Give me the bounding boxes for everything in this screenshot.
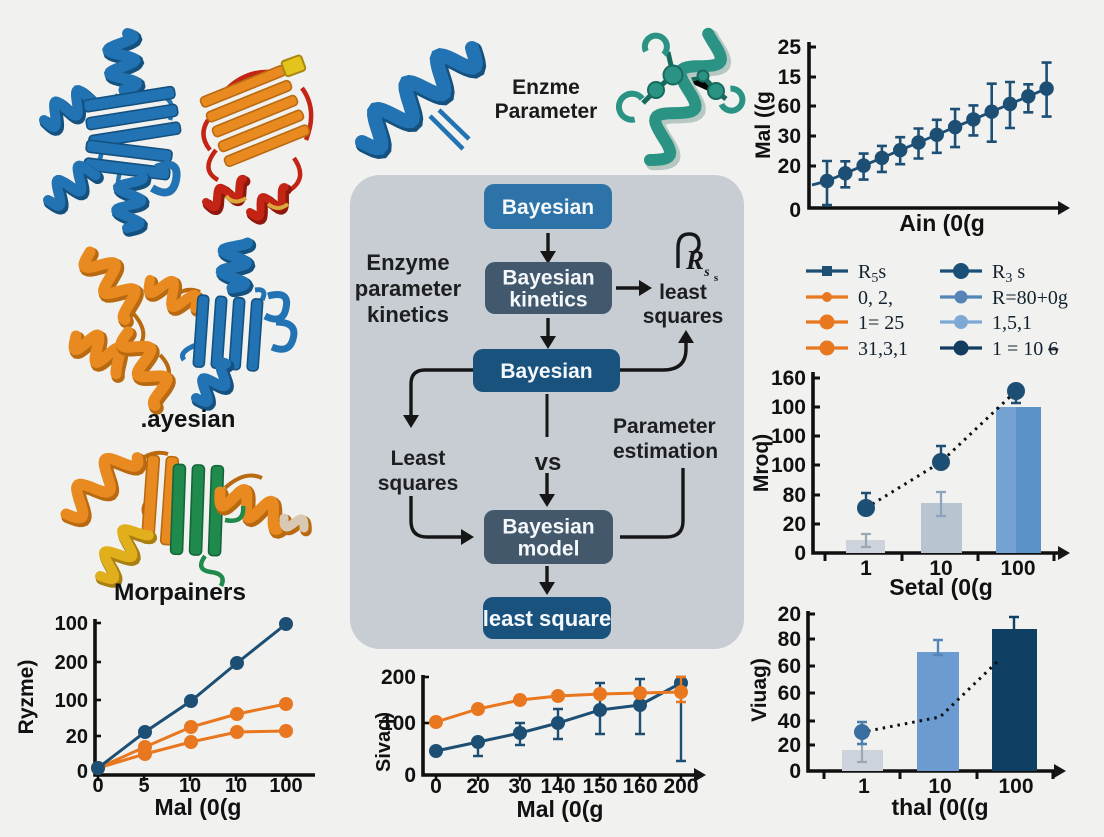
svg-text:1= 25: 1= 25 <box>858 312 904 334</box>
svg-text:20: 20 <box>778 155 801 178</box>
svg-text:0: 0 <box>794 542 806 565</box>
svg-text:100: 100 <box>55 613 88 635</box>
svg-text:31,3,1: 31,3,1 <box>858 338 908 360</box>
svg-text:60: 60 <box>778 682 801 705</box>
svg-text:Parameter: Parameter <box>495 100 598 123</box>
svg-text:Bayesian: Bayesian <box>502 267 594 290</box>
svg-text:15: 15 <box>778 66 802 89</box>
svg-text:0: 0 <box>404 764 416 787</box>
svg-text:Enzme: Enzme <box>512 76 580 99</box>
svg-text:Mroq): Mroq) <box>750 434 773 492</box>
svg-text:100: 100 <box>381 712 416 735</box>
svg-text:10: 10 <box>179 775 201 797</box>
svg-text:0: 0 <box>789 199 801 222</box>
svg-text:0: 0 <box>77 761 88 783</box>
svg-text:Mal (0(g: Mal (0(g <box>517 796 604 822</box>
svg-text:20: 20 <box>466 775 489 798</box>
svg-text:Bayesian: Bayesian <box>500 360 592 383</box>
svg-text:R=80+0g: R=80+0g <box>992 287 1068 309</box>
svg-text:20: 20 <box>778 734 801 757</box>
svg-text:Viuag): Viuag) <box>748 658 771 722</box>
svg-text:Ryzme): Ryzme) <box>15 660 38 735</box>
svg-text:Enzyme: Enzyme <box>366 250 449 275</box>
svg-text:100: 100 <box>998 775 1033 798</box>
svg-text:140: 140 <box>540 775 575 798</box>
svg-text:100: 100 <box>771 425 806 448</box>
svg-text:Parameter: Parameter <box>613 415 716 438</box>
svg-text:Bayesian: Bayesian <box>502 516 594 539</box>
svg-text:30: 30 <box>508 775 531 798</box>
svg-text:100: 100 <box>771 396 806 419</box>
svg-text:Morpainers: Morpainers <box>114 579 246 606</box>
svg-text:thal (0((g: thal (0((g <box>891 794 988 820</box>
svg-text:100: 100 <box>1000 557 1035 580</box>
svg-text:s: s <box>714 272 719 284</box>
svg-text:Sivaq): Sivaq) <box>373 712 395 772</box>
svg-text:20: 20 <box>783 513 806 536</box>
svg-text:squares: squares <box>643 305 724 328</box>
svg-text:1,5,1: 1,5,1 <box>992 312 1032 334</box>
svg-text:1: 1 <box>858 775 870 798</box>
svg-text:estimation: estimation <box>613 440 718 463</box>
svg-text:R5s: R5s <box>858 261 886 286</box>
svg-text:100: 100 <box>269 775 302 797</box>
svg-text:Bayesian: Bayesian <box>502 196 594 219</box>
svg-text:squares: squares <box>378 472 459 495</box>
svg-text:kinetics: kinetics <box>509 289 587 312</box>
svg-text:.ayesian: .ayesian <box>141 406 236 433</box>
svg-text:10: 10 <box>928 775 951 798</box>
svg-text:model: model <box>518 538 580 561</box>
svg-text:least: least <box>659 281 707 304</box>
svg-text:0, 2,: 0, 2, <box>858 287 893 309</box>
svg-text:200: 200 <box>381 666 416 689</box>
svg-text:vs: vs <box>535 449 562 476</box>
svg-text:200: 200 <box>663 775 698 798</box>
svg-text:80: 80 <box>783 484 806 507</box>
svg-text:60: 60 <box>778 655 801 678</box>
svg-text:100: 100 <box>771 454 806 477</box>
svg-text:1: 1 <box>860 557 872 580</box>
svg-text:20: 20 <box>778 603 801 626</box>
svg-text:10: 10 <box>929 557 952 580</box>
svg-text:25: 25 <box>778 36 802 59</box>
svg-text:Setal (0(g: Setal (0(g <box>889 574 993 600</box>
svg-text:10: 10 <box>225 775 247 797</box>
svg-text:100: 100 <box>55 690 88 712</box>
svg-text:Mal ((g: Mal ((g <box>752 91 775 159</box>
svg-text:30: 30 <box>778 125 801 148</box>
svg-text:R3 s: R3 s <box>992 261 1025 286</box>
svg-text:least square: least square <box>483 606 611 631</box>
svg-text:R: R <box>685 245 704 275</box>
svg-text:parameter: parameter <box>355 276 462 301</box>
svg-text:40: 40 <box>778 710 801 733</box>
svg-text:0: 0 <box>430 775 442 798</box>
svg-text:0: 0 <box>789 760 801 783</box>
svg-text:80: 80 <box>778 628 801 651</box>
svg-text:150: 150 <box>582 775 617 798</box>
svg-text:200: 200 <box>55 652 88 674</box>
svg-text:Ain (0(g: Ain (0(g <box>899 210 985 236</box>
svg-text:60: 60 <box>778 95 801 118</box>
svg-text:5: 5 <box>138 775 149 797</box>
svg-text:1 = 10 6: 1 = 10 6 <box>992 338 1058 360</box>
svg-text:kinetics: kinetics <box>367 302 449 327</box>
svg-text:0: 0 <box>92 775 103 797</box>
svg-text:160: 160 <box>622 775 657 798</box>
svg-text:Mal (0(g: Mal (0(g <box>155 794 242 820</box>
svg-text:160: 160 <box>771 367 806 390</box>
svg-text:Least: Least <box>391 447 446 470</box>
svg-text:s: s <box>703 265 710 280</box>
svg-text:20: 20 <box>66 726 88 748</box>
